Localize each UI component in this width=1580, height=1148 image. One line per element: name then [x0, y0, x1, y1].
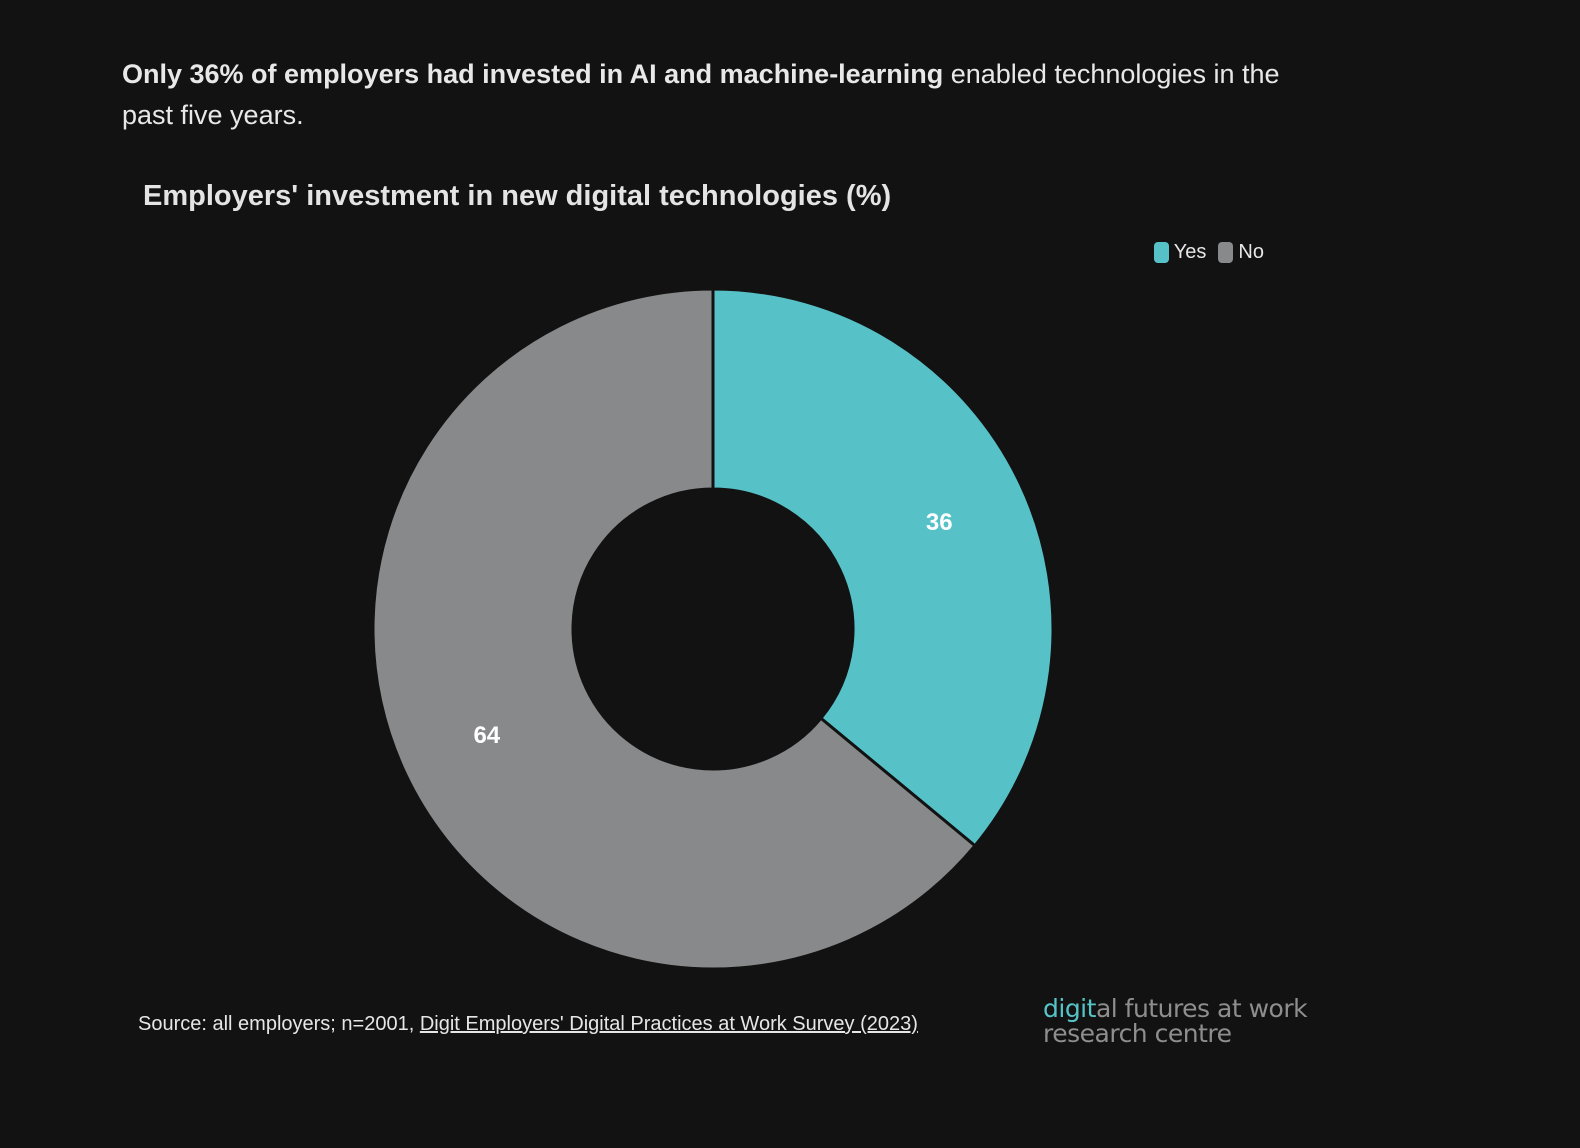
donut-slice-no[interactable] — [371, 287, 977, 971]
legend-item-yes[interactable]: Yes — [1153, 241, 1207, 264]
headline-bold: Only 36% of employers had invested in AI… — [122, 59, 944, 89]
source-note: Source: all employers; n=2001, Digit Emp… — [138, 1013, 918, 1036]
legend-item-no[interactable]: No — [1218, 241, 1264, 264]
source-prefix: Source: all employers; n=2001, — [138, 1013, 415, 1035]
legend-label-yes: Yes — [1173, 241, 1207, 263]
data-label-no: 64 — [473, 722, 500, 749]
donut-slice-yes[interactable] — [711, 287, 1055, 848]
logo-accent: digit — [1043, 994, 1096, 1023]
legend-swatch-yes — [1153, 242, 1169, 263]
legend-label-no: No — [1238, 241, 1264, 263]
legend-swatch-no — [1218, 242, 1234, 263]
source-link[interactable]: Digit Employers' Digital Practices at Wo… — [419, 1013, 918, 1035]
legend: Yes No — [1153, 241, 1264, 264]
logo: digital futures at work research centre — [1043, 994, 1308, 1048]
headline: Only 36% of employers had invested in AI… — [122, 54, 1282, 136]
logo-line-1: digital futures at work — [1043, 994, 1308, 1023]
logo-line-1-rest: al futures at work — [1095, 994, 1308, 1023]
chart-title: Employers' investment in new digital tec… — [143, 180, 892, 212]
data-label-yes: 36 — [926, 509, 953, 536]
headline-rest: enabled technologies in the past five ye… — [122, 59, 1280, 130]
logo-line-2: research centre — [1043, 1019, 1232, 1048]
